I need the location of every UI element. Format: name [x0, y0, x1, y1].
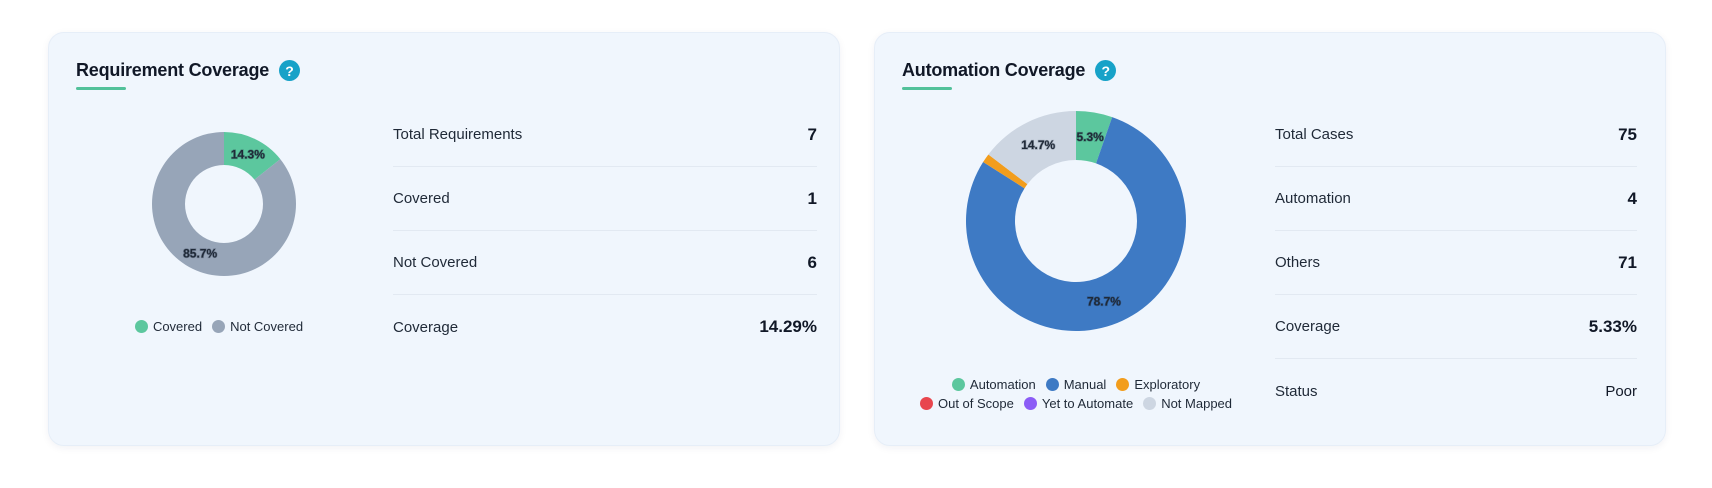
stat-row-status: Status Poor: [1275, 359, 1637, 423]
stat-row-automation: Automation 4: [1275, 167, 1637, 231]
stat-value: 75: [1618, 124, 1637, 144]
requirement-coverage-header: Requirement Coverage ?: [76, 60, 301, 81]
legend-dot-icon: [919, 397, 933, 410]
legend-label: Yet to Automate: [1041, 396, 1134, 411]
stat-row-not-covered: Not Covered 6: [393, 231, 817, 295]
legend-label: Automation: [969, 377, 1036, 392]
requirement-slice-not-covered[interactable]: [152, 132, 296, 276]
stat-row-others: Others 71: [1275, 231, 1637, 295]
automation-label-manual: 78.7%: [1087, 294, 1121, 308]
legend-label: Not Covered: [230, 319, 304, 334]
stat-row-coverage: Coverage 5.33%: [1275, 295, 1637, 359]
requirement-label-covered: 14.3%: [231, 147, 265, 161]
automation-label-not-mapped: 14.7%: [1021, 138, 1055, 152]
requirement-label-not-covered: 85.7%: [183, 247, 217, 261]
automation-legend-item-manual[interactable]: Manual: [1045, 377, 1107, 392]
stat-value: 4: [1627, 188, 1637, 208]
legend-dot-icon: [951, 378, 965, 391]
stat-label: Coverage: [393, 318, 459, 336]
stat-label: Coverage: [1275, 318, 1341, 335]
automation-slice-manual[interactable]: [966, 117, 1186, 331]
automation-coverage-card: Automation Coverage ? 5.3% 78.7% 14.7% Aut…: [874, 32, 1666, 446]
requirement-coverage-card: Requirement Coverage ? 14.3% 85.7% Covere…: [48, 32, 840, 446]
legend-label: Covered: [152, 319, 203, 334]
stat-value: Poor: [1605, 382, 1637, 400]
automation-legend-item-out-of-scope[interactable]: Out of Scope: [919, 396, 1014, 411]
stat-row-coverage: Coverage 14.29%: [393, 295, 817, 359]
automation-legend-item-yet-to-automate[interactable]: Yet to Automate: [1023, 396, 1134, 411]
requirement-coverage-stats: Total Requirements 7 Covered 1 Not Covered 6 C…: [393, 103, 817, 359]
stat-label: Total Requirements: [393, 126, 523, 143]
stat-value: 71: [1618, 252, 1637, 272]
automation-slice-not-mapped[interactable]: [988, 111, 1076, 185]
title-underline: [76, 87, 126, 90]
requirement-legend-item-covered[interactable]: Covered: [134, 319, 203, 334]
requirement-coverage-donut-chart[interactable]: 14.3% 85.7%: [149, 129, 299, 279]
legend-dot-icon: [134, 320, 148, 333]
stat-row-total-cases: Total Cases 75: [1275, 103, 1637, 167]
legend-label: Manual: [1063, 377, 1107, 392]
requirement-coverage-legend: Covered Not Covered: [89, 317, 349, 336]
legend-label: Out of Scope: [937, 396, 1014, 411]
stat-value: 1: [807, 188, 817, 208]
legend-dot-icon: [1045, 378, 1059, 391]
stat-label: Automation: [1275, 190, 1351, 207]
stat-label: Covered: [393, 190, 450, 207]
automation-slice-exploratory[interactable]: [983, 154, 1028, 189]
requirement-legend-item-not-covered[interactable]: Not Covered: [212, 319, 303, 334]
help-icon[interactable]: ?: [1095, 60, 1117, 81]
stat-label: Total Cases: [1275, 126, 1354, 143]
stat-value: 7: [807, 124, 817, 144]
stat-label: Not Covered: [393, 254, 478, 271]
legend-label: Not Mapped: [1161, 396, 1233, 411]
help-icon[interactable]: ?: [279, 60, 301, 81]
title-underline: [902, 87, 952, 90]
legend-dot-icon: [212, 320, 226, 333]
automation-label-automation: 5.3%: [1076, 130, 1104, 144]
stat-label: Others: [1275, 254, 1321, 271]
legend-dot-icon: [1116, 378, 1130, 391]
stat-value: 6: [807, 252, 817, 272]
automation-coverage-title: Automation Coverage: [902, 60, 1086, 80]
requirement-slice-covered[interactable]: [224, 132, 281, 180]
legend-dot-icon: [1143, 397, 1157, 410]
stat-value: 14.29%: [759, 317, 817, 336]
automation-legend-item-automation[interactable]: Automation: [951, 377, 1036, 392]
stat-row-total-requirements: Total Requirements 7: [393, 103, 817, 167]
automation-coverage-stats: Total Cases 75 Automation 4 Others 71 Coverage…: [1275, 103, 1637, 423]
automation-coverage-legend: Automation Manual Exploratory Out of Scope Y…: [911, 375, 1241, 413]
legend-label: Exploratory: [1134, 377, 1201, 392]
stat-value: 5.33%: [1588, 316, 1637, 336]
automation-legend-item-exploratory[interactable]: Exploratory: [1116, 377, 1200, 392]
stat-label: Status: [1275, 382, 1318, 400]
requirement-coverage-title: Requirement Coverage: [76, 60, 270, 80]
automation-legend-item-not-mapped[interactable]: Not Mapped: [1143, 396, 1232, 411]
legend-dot-icon: [1023, 397, 1037, 410]
automation-slice-automation[interactable]: [1076, 111, 1113, 164]
automation-coverage-donut-chart[interactable]: 5.3% 78.7% 14.7%: [966, 111, 1186, 331]
stat-row-covered: Covered 1: [393, 167, 817, 231]
automation-coverage-header: Automation Coverage ?: [902, 60, 1117, 81]
